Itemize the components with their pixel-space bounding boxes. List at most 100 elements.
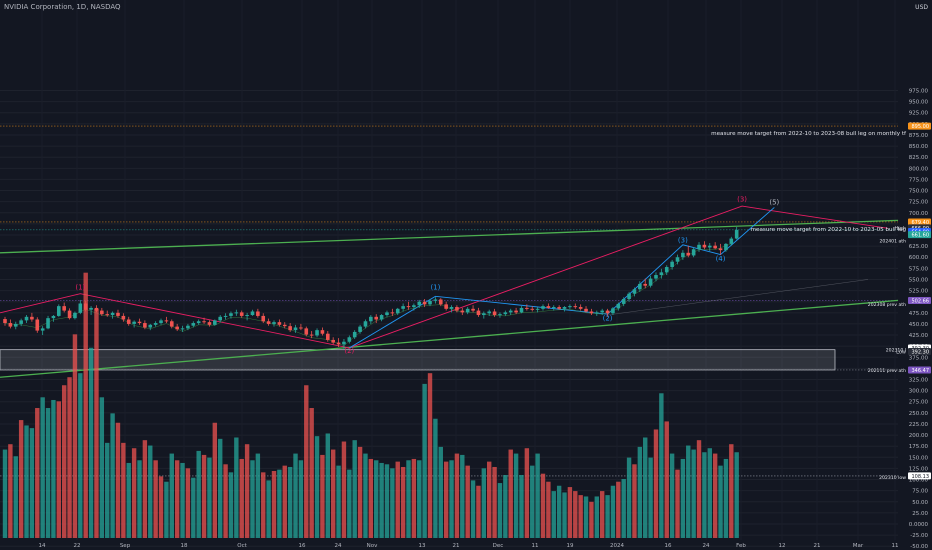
candle-body bbox=[35, 319, 40, 331]
volume-bar bbox=[24, 425, 29, 538]
date-tick-label: 24 bbox=[703, 543, 710, 549]
candle-body bbox=[261, 315, 266, 322]
volume-bar bbox=[363, 453, 368, 538]
volume-bar bbox=[519, 475, 524, 538]
volume-bar bbox=[583, 496, 589, 538]
candle-body bbox=[299, 327, 303, 329]
candle-body bbox=[444, 304, 448, 309]
volume-bar bbox=[395, 461, 400, 538]
wave-label: (4) bbox=[716, 255, 726, 263]
candle-body bbox=[369, 316, 373, 322]
candle-body bbox=[611, 308, 615, 314]
price-tick-label: 550.00 bbox=[909, 277, 929, 283]
volume-bar bbox=[675, 469, 680, 538]
volume-bar bbox=[287, 466, 293, 538]
candle-body bbox=[551, 307, 556, 309]
candle-body bbox=[256, 311, 260, 316]
volume-bar bbox=[481, 468, 487, 538]
volume-bar bbox=[524, 448, 530, 538]
candle-body bbox=[417, 301, 422, 306]
candle-body bbox=[433, 299, 438, 301]
volume-bar bbox=[110, 413, 115, 538]
candle-body bbox=[487, 311, 491, 314]
candle-body bbox=[460, 310, 465, 313]
volume-bar bbox=[556, 485, 562, 538]
price-tick-label: 450.00 bbox=[909, 322, 929, 328]
volume-bar bbox=[282, 465, 287, 538]
candle-body bbox=[557, 307, 561, 309]
volume-bar bbox=[562, 492, 567, 538]
volume-bar bbox=[148, 445, 153, 538]
price-axis[interactable]: 975.00950.00925.00900.00875.00850.00825.… bbox=[909, 89, 929, 550]
candle-body bbox=[638, 283, 642, 290]
date-axis[interactable]: 14 22 Sep 18 Oct 16 24 Nov 13 21 Dec 11 19 2024 16 24 Fe… bbox=[39, 543, 899, 549]
volume-bar bbox=[492, 466, 497, 538]
price-grid bbox=[0, 90, 898, 547]
candle-body bbox=[681, 252, 685, 258]
candle-body bbox=[379, 315, 384, 320]
candle-body bbox=[352, 331, 357, 338]
price-badge-label: 392.30 bbox=[912, 349, 930, 355]
candle-body bbox=[686, 252, 691, 256]
date-tick-label: 2024 bbox=[610, 543, 624, 549]
price-tick-label: 875.00 bbox=[909, 133, 929, 139]
annotation-label: 202310 l bbox=[886, 348, 906, 354]
volume-bar bbox=[680, 458, 686, 538]
volume-bar bbox=[513, 453, 519, 538]
candle-body bbox=[621, 299, 626, 304]
volume-bar bbox=[61, 385, 67, 538]
date-tick-label: 21 bbox=[814, 543, 821, 549]
volume-bar bbox=[626, 457, 632, 538]
volume-bar bbox=[218, 438, 223, 538]
volume-bar bbox=[250, 460, 255, 538]
price-tick-label: 225.00 bbox=[909, 422, 929, 428]
volume-bar bbox=[411, 458, 417, 538]
candle-body bbox=[73, 312, 77, 319]
price-tick-label: 475.00 bbox=[909, 311, 929, 317]
price-tick-label: 0.0000 bbox=[909, 522, 929, 528]
volume-bar bbox=[530, 465, 535, 538]
candle-body bbox=[13, 323, 18, 327]
candle-body bbox=[342, 341, 346, 345]
volume-bar bbox=[153, 460, 158, 538]
candle-body bbox=[148, 324, 153, 328]
candle-body bbox=[562, 307, 567, 309]
volume-bar bbox=[83, 272, 88, 538]
volume-bar bbox=[417, 460, 422, 538]
volume-bar bbox=[293, 453, 298, 538]
candle-body bbox=[385, 312, 389, 316]
date-tick-label: 11 bbox=[892, 543, 899, 549]
wave-label: (1) bbox=[75, 284, 85, 292]
volume-bar bbox=[121, 442, 126, 538]
volume-bar bbox=[465, 465, 470, 538]
price-tick-label: 325.00 bbox=[909, 378, 929, 384]
candle-body bbox=[191, 323, 196, 326]
volume-bar bbox=[180, 462, 185, 538]
volume-bar bbox=[8, 444, 13, 538]
candle-body bbox=[605, 310, 610, 314]
candle-body bbox=[213, 320, 217, 325]
volume-bar bbox=[503, 475, 508, 538]
candle-body bbox=[406, 306, 411, 308]
annotation-label: 202310 low bbox=[879, 475, 906, 481]
date-tick-label: 21 bbox=[453, 543, 460, 549]
candle-body bbox=[62, 306, 66, 311]
candle-body bbox=[697, 244, 701, 250]
volume-bar bbox=[449, 460, 454, 538]
date-tick-label: Dec bbox=[493, 543, 504, 549]
candle-body bbox=[309, 334, 314, 336]
volume-bar bbox=[368, 458, 374, 538]
volume-bar bbox=[374, 460, 379, 538]
candle-body bbox=[223, 315, 228, 317]
volume-bar bbox=[158, 476, 164, 538]
candle-body bbox=[476, 310, 481, 316]
price-tick-label: 925.00 bbox=[909, 111, 929, 117]
volume-bar bbox=[142, 440, 148, 538]
volume-bar bbox=[341, 441, 347, 538]
candle-body bbox=[713, 245, 717, 249]
candle-body bbox=[266, 321, 271, 324]
price-tick-label: 175.00 bbox=[909, 444, 929, 450]
candle-body bbox=[568, 306, 572, 308]
moving-average bbox=[4, 243, 732, 347]
volume-bar bbox=[497, 483, 503, 538]
